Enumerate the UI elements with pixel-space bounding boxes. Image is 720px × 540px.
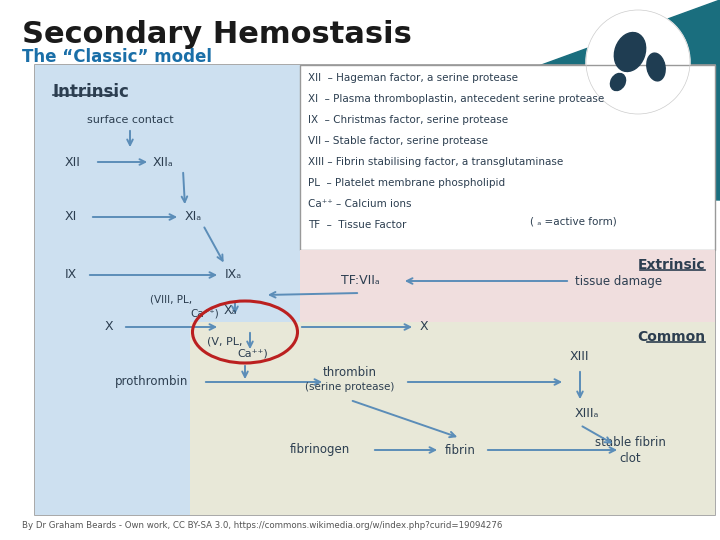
Text: XI  – Plasma thromboplastin, antecedent serine protease: XI – Plasma thromboplastin, antecedent s… (308, 94, 604, 104)
Text: clot: clot (619, 451, 641, 464)
Text: tissue damage: tissue damage (575, 274, 662, 287)
Text: prothrombin: prothrombin (115, 375, 189, 388)
Text: XIIₐ: XIIₐ (153, 156, 174, 168)
Text: (V, PL,: (V, PL, (207, 337, 243, 347)
Bar (300, 250, 715, 322)
Bar (35, 65, 300, 515)
Text: TF:VIIₐ: TF:VIIₐ (341, 274, 379, 287)
Text: Common: Common (637, 330, 705, 344)
Text: Xₐ: Xₐ (223, 305, 237, 318)
Text: IX  – Christmas factor, serine protease: IX – Christmas factor, serine protease (308, 115, 508, 125)
Text: thrombin: thrombin (323, 367, 377, 380)
Text: X: X (420, 321, 428, 334)
Text: XIII: XIII (570, 350, 590, 363)
Text: XII  – Hageman factor, a serine protease: XII – Hageman factor, a serine protease (308, 73, 518, 83)
Bar (300, 65, 715, 250)
Text: VII – Stable factor, serine protease: VII – Stable factor, serine protease (308, 136, 488, 146)
Text: XIₐ: XIₐ (185, 211, 202, 224)
Wedge shape (532, 0, 720, 200)
Ellipse shape (647, 53, 665, 81)
Text: (serine protease): (serine protease) (305, 382, 395, 392)
Text: XII: XII (65, 156, 81, 168)
Circle shape (586, 10, 690, 114)
Text: Ca⁺⁺ – Calcium ions: Ca⁺⁺ – Calcium ions (308, 199, 412, 209)
Text: XI: XI (65, 211, 77, 224)
Text: Secondary Hemostasis: Secondary Hemostasis (22, 20, 412, 49)
Text: Extrinsic: Extrinsic (637, 258, 705, 272)
Ellipse shape (614, 32, 646, 71)
Text: Ca⁺⁺): Ca⁺⁺) (237, 349, 268, 359)
Ellipse shape (611, 73, 626, 91)
Text: TF  –  Tissue Factor: TF – Tissue Factor (308, 220, 406, 230)
Text: surface contact: surface contact (86, 115, 174, 125)
Text: Ca⁺⁺): Ca⁺⁺) (190, 309, 219, 319)
Text: (VIII, PL,: (VIII, PL, (150, 294, 192, 304)
Text: IX: IX (65, 268, 77, 281)
Bar (35, 65, 715, 515)
Text: fibrinogen: fibrinogen (290, 443, 350, 456)
Text: The “Classic” model: The “Classic” model (22, 48, 212, 66)
Text: stable fibrin: stable fibrin (595, 435, 665, 449)
Text: ( ₐ =active form): ( ₐ =active form) (530, 216, 617, 226)
Text: XIII – Fibrin stabilising factor, a transglutaminase: XIII – Fibrin stabilising factor, a tran… (308, 157, 563, 167)
Text: Intrinsic: Intrinsic (53, 83, 130, 101)
Text: X: X (105, 321, 114, 334)
Text: IXₐ: IXₐ (225, 268, 242, 281)
Text: By Dr Graham Beards - Own work, CC BY-SA 3.0, https://commons.wikimedia.org/w/in: By Dr Graham Beards - Own work, CC BY-SA… (22, 522, 503, 530)
Text: XIIIₐ: XIIIₐ (575, 407, 599, 420)
Bar (190, 322, 715, 515)
Text: fibrin: fibrin (444, 443, 475, 456)
Text: PL  – Platelet membrane phospholipid: PL – Platelet membrane phospholipid (308, 178, 505, 188)
